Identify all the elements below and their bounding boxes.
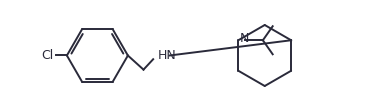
Text: Cl: Cl <box>41 49 54 62</box>
Text: N: N <box>240 32 250 45</box>
Text: HN: HN <box>158 49 176 62</box>
